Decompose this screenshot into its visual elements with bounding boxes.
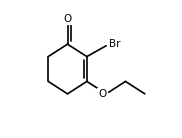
- Text: Br: Br: [109, 39, 120, 49]
- Text: O: O: [98, 89, 106, 99]
- Text: O: O: [63, 14, 72, 24]
